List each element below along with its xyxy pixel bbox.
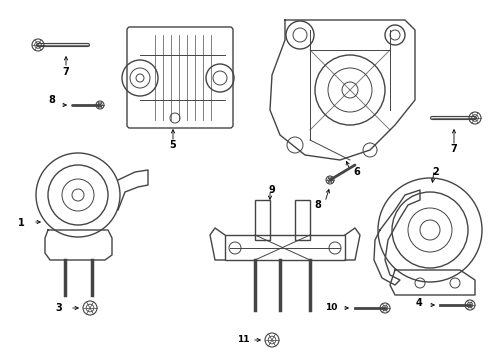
Text: 11: 11: [237, 336, 249, 345]
Text: 9: 9: [269, 185, 275, 195]
Text: 6: 6: [354, 167, 360, 177]
Text: 5: 5: [170, 140, 176, 150]
Text: 2: 2: [433, 167, 440, 177]
Text: 8: 8: [48, 95, 55, 105]
Text: 8: 8: [315, 200, 321, 210]
Text: 3: 3: [55, 303, 62, 313]
Text: 4: 4: [416, 298, 423, 308]
Text: 1: 1: [18, 218, 25, 228]
Text: 7: 7: [451, 144, 457, 154]
Text: 10: 10: [325, 303, 338, 312]
Text: 7: 7: [63, 67, 70, 77]
